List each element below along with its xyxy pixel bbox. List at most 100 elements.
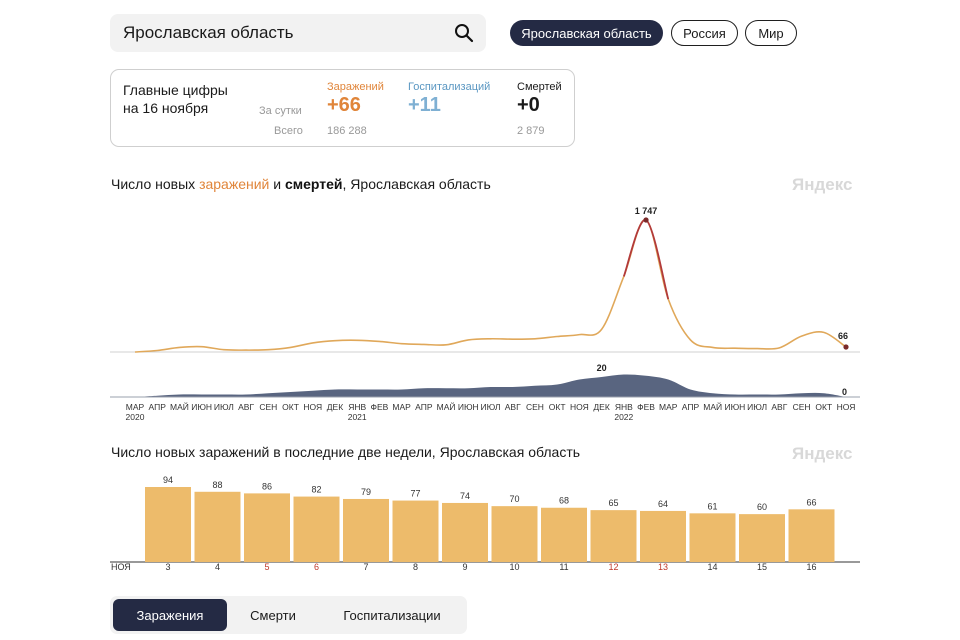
infections-label: Заражений xyxy=(327,81,384,93)
search-icon[interactable] xyxy=(454,23,474,43)
day-tick-label: 10 xyxy=(509,562,519,572)
yandex-watermark-1: Яндекс xyxy=(792,175,853,194)
chart1-xtick-label: МАЙ xyxy=(437,401,456,412)
search-box[interactable]: Ярославская область xyxy=(110,14,486,52)
chart1-xtick-label: ФЕВ xyxy=(371,402,389,412)
chart1-xtick-label: ФЕВ xyxy=(637,402,655,412)
day-tick-label: 6 xyxy=(314,562,319,572)
bar-value-label: 65 xyxy=(608,498,618,508)
bar-value-label: 94 xyxy=(163,475,173,485)
bar-value-label: 74 xyxy=(460,491,470,501)
chart1-xtick-label: АПР xyxy=(682,402,700,412)
region-button-world[interactable]: Мир xyxy=(745,20,797,46)
bar xyxy=(541,507,587,562)
chart1-xtick-label: ЯНВ xyxy=(615,402,633,412)
bar-value-label: 68 xyxy=(559,496,569,506)
month-tick-label: НОЯ xyxy=(111,562,131,572)
tab-hospitalizations[interactable]: Госпитализации xyxy=(343,607,441,623)
infections-peak-highlight xyxy=(622,219,670,300)
chart1-title-infections: заражений xyxy=(199,176,270,192)
deaths-total: 2 879 xyxy=(517,125,545,137)
bar-value-label: 88 xyxy=(212,480,222,490)
chart1-year-label: 2020 xyxy=(126,412,145,422)
chart1-xtick-label: СЕН xyxy=(259,402,277,412)
hospitalizations-label: Госпитализаций xyxy=(408,81,491,93)
bar-value-label: 61 xyxy=(707,501,717,511)
infections-marker-0 xyxy=(643,217,649,223)
day-tick-label: 15 xyxy=(757,562,767,572)
chart1-xtick-label: ИЮН xyxy=(724,402,745,412)
chart1-xtick-label: МАЙ xyxy=(170,401,189,412)
chart1-xtick-label: АВГ xyxy=(771,402,787,412)
day-tick-label: 3 xyxy=(165,562,170,572)
day-tick-label: 12 xyxy=(608,562,618,572)
chart1-xtick-label: ЯНВ xyxy=(348,402,366,412)
infections-value-label-0: 1 747 xyxy=(635,206,658,216)
chart1-xtick-label: ИЮЛ xyxy=(214,402,234,412)
chart1-xtick-label: ИЮЛ xyxy=(747,402,767,412)
chart1-xtick-label: СЕН xyxy=(526,402,544,412)
chart1-title-mid: и xyxy=(269,176,285,192)
chart1-title-pre: Число новых xyxy=(111,176,200,192)
chart1-xtick-label: СЕН xyxy=(793,402,811,412)
bar xyxy=(590,510,637,562)
day-tick-label: 8 xyxy=(413,562,418,572)
bar xyxy=(194,491,241,562)
bar xyxy=(739,514,785,562)
infections-series-line xyxy=(134,219,847,353)
bar-value-label: 66 xyxy=(806,497,816,507)
chart1-xtick-label: НОЯ xyxy=(303,402,322,412)
summary-title-line1: Главные цифры xyxy=(123,82,228,98)
chart1-year-label: 2021 xyxy=(348,412,367,422)
chart1-xtick-label: ИЮН xyxy=(191,402,212,412)
day-tick-label: 7 xyxy=(363,562,368,572)
bar xyxy=(343,498,389,562)
chart1-xtick-label: ОКТ xyxy=(282,402,299,412)
per-day-label: За сутки xyxy=(259,105,302,117)
chart1-title-deaths: смертей xyxy=(284,176,343,192)
bar xyxy=(640,510,686,562)
tab-deaths[interactable]: Смерти xyxy=(250,607,296,623)
chart1-xtick-label: ИЮН xyxy=(458,402,479,412)
chart1-xtick-label: НОЯ xyxy=(837,402,856,412)
chart1-xtick-label: АПР xyxy=(415,402,433,412)
chart1-xtick-label: АВГ xyxy=(238,402,254,412)
chart1-xtick-label: ИЮЛ xyxy=(481,402,501,412)
summary-card: Главные цифры на 16 ноября За сутки Всег… xyxy=(110,69,575,147)
chart1-title: Число новых заражений и смертей, Ярослав… xyxy=(111,176,491,192)
day-tick-label: 13 xyxy=(658,562,668,572)
two-week-bar-chart: 9438848658267977787497010681165126413611… xyxy=(110,475,860,572)
infections-total: 186 288 xyxy=(327,125,367,137)
bar xyxy=(293,496,340,562)
infections-marker-1 xyxy=(843,344,849,350)
bar-value-label: 77 xyxy=(410,489,420,499)
search-input[interactable]: Ярославская область xyxy=(123,23,294,42)
region-button-yaroslavl[interactable]: Ярославская область xyxy=(510,20,663,46)
chart1-xtick-label: МАР xyxy=(126,402,145,412)
hospitalizations-per-day: +11 xyxy=(408,94,441,116)
bar xyxy=(491,506,538,562)
day-tick-label: 5 xyxy=(264,562,269,572)
tab-infections[interactable]: Заражения xyxy=(113,599,227,631)
bar-value-label: 86 xyxy=(262,481,272,491)
region-button-russia[interactable]: Россия xyxy=(671,20,738,46)
chart1-xtick-label: ДЕК xyxy=(327,402,343,412)
bar xyxy=(442,502,488,562)
deaths-value-label-2: 20 xyxy=(597,363,607,373)
infections-value-label-1: 66 xyxy=(838,331,848,341)
bar xyxy=(788,509,835,562)
deaths-per-day: +0 xyxy=(517,94,540,116)
deaths-value-label-3: 0 xyxy=(842,387,847,397)
bar-value-label: 70 xyxy=(509,494,519,504)
bar-value-label: 82 xyxy=(311,485,321,495)
chart1-xtick-label: АВГ xyxy=(505,402,521,412)
chart1-xtick-label: ОКТ xyxy=(815,402,832,412)
chart1-xtick-label: МАЙ xyxy=(703,401,722,412)
deaths-series-area xyxy=(135,374,846,397)
chart1-xtick-label: АПР xyxy=(149,402,167,412)
chart1-xtick-label: ОКТ xyxy=(549,402,566,412)
day-tick-label: 9 xyxy=(462,562,467,572)
bar xyxy=(392,500,439,562)
chart1-xtick-label: МАР xyxy=(659,402,678,412)
